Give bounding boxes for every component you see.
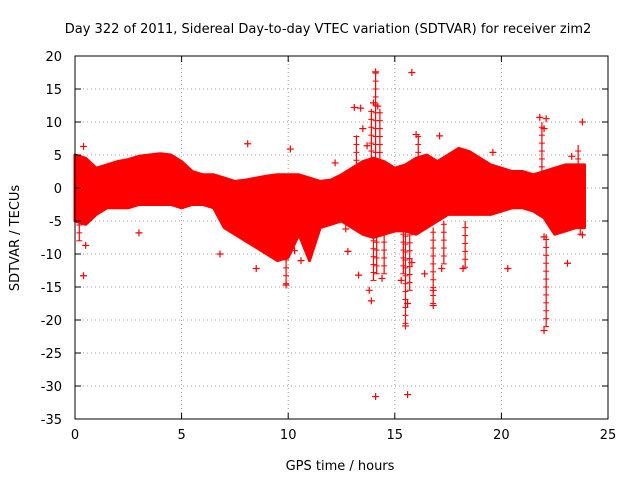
data-point [374, 102, 382, 110]
data-point [80, 142, 88, 150]
data-point [367, 297, 375, 305]
data-point [578, 231, 586, 239]
y-tick-label: -35 [41, 413, 62, 428]
data-point [540, 125, 548, 133]
data-point [438, 265, 446, 273]
data-point [408, 69, 416, 76]
data-point [412, 131, 420, 139]
data-point [563, 259, 571, 267]
data-point [401, 322, 409, 330]
y-axis-label: SDTVAR / TECUs [8, 185, 23, 292]
data-point [568, 152, 576, 160]
y-tick-label: -15 [41, 281, 62, 296]
data-point [542, 115, 550, 123]
data-point [429, 301, 437, 309]
y-tick-label: -5 [49, 215, 62, 230]
data-point [578, 118, 586, 126]
x-tick-label: 20 [493, 428, 510, 443]
data-point [365, 286, 373, 294]
y-tick-label: -20 [41, 314, 62, 329]
data-point [357, 104, 365, 112]
x-tick-label: 25 [600, 428, 617, 443]
x-axis-label: GPS time / hours [286, 459, 395, 474]
data-point [344, 247, 352, 255]
data-point [359, 125, 367, 133]
plot-frame [74, 55, 609, 420]
y-tick-label: 10 [45, 116, 62, 131]
data-point [216, 250, 224, 258]
y-tick-label: 20 [45, 50, 62, 65]
data-band [73, 146, 586, 263]
data-point [135, 229, 143, 237]
data-point [404, 391, 412, 399]
x-tick-label: 5 [177, 428, 185, 443]
data-point [297, 257, 305, 265]
data-point [282, 281, 290, 289]
data-point [429, 286, 437, 294]
data-point [350, 103, 358, 111]
y-tick-label: -10 [41, 248, 62, 263]
axis-ticks: 0 5 10 15 20 25 -35 -30 -25 -20 -15 -10 -5 0 5 10 15 20 [41, 50, 617, 443]
data-point [369, 99, 377, 107]
y-tick-label: 0 [54, 182, 62, 197]
y-tick-label: -30 [41, 380, 62, 395]
data-point [459, 265, 467, 273]
data-point [404, 300, 412, 307]
data-point [342, 225, 350, 233]
y-tick-label: 5 [54, 149, 62, 164]
data-point [372, 393, 380, 401]
data-point [252, 265, 260, 273]
data-point [355, 271, 363, 279]
data-point [397, 276, 405, 284]
data-point [504, 265, 512, 273]
chart-title: Day 322 of 2011, Sidereal Day-to-day VTE… [65, 22, 592, 37]
data-point [372, 68, 380, 76]
data-point [331, 159, 339, 167]
data-point [286, 145, 294, 153]
y-tick-label: -25 [41, 347, 62, 362]
data-point [80, 272, 88, 280]
x-tick-label: 15 [387, 428, 404, 443]
data-point [363, 142, 371, 150]
data-point [489, 148, 497, 156]
data-layer [73, 68, 586, 401]
y-tick-label: 15 [45, 83, 62, 98]
data-point [378, 274, 386, 282]
data-point [540, 327, 548, 335]
data-point [244, 140, 252, 148]
data-point [291, 247, 299, 255]
data-point [436, 132, 444, 140]
data-point [540, 233, 548, 241]
x-tick-label: 10 [280, 428, 297, 443]
data-point [536, 113, 544, 121]
data-point [82, 241, 90, 249]
data-point [421, 270, 429, 278]
x-tick-label: 0 [71, 428, 79, 443]
data-point [408, 259, 416, 267]
